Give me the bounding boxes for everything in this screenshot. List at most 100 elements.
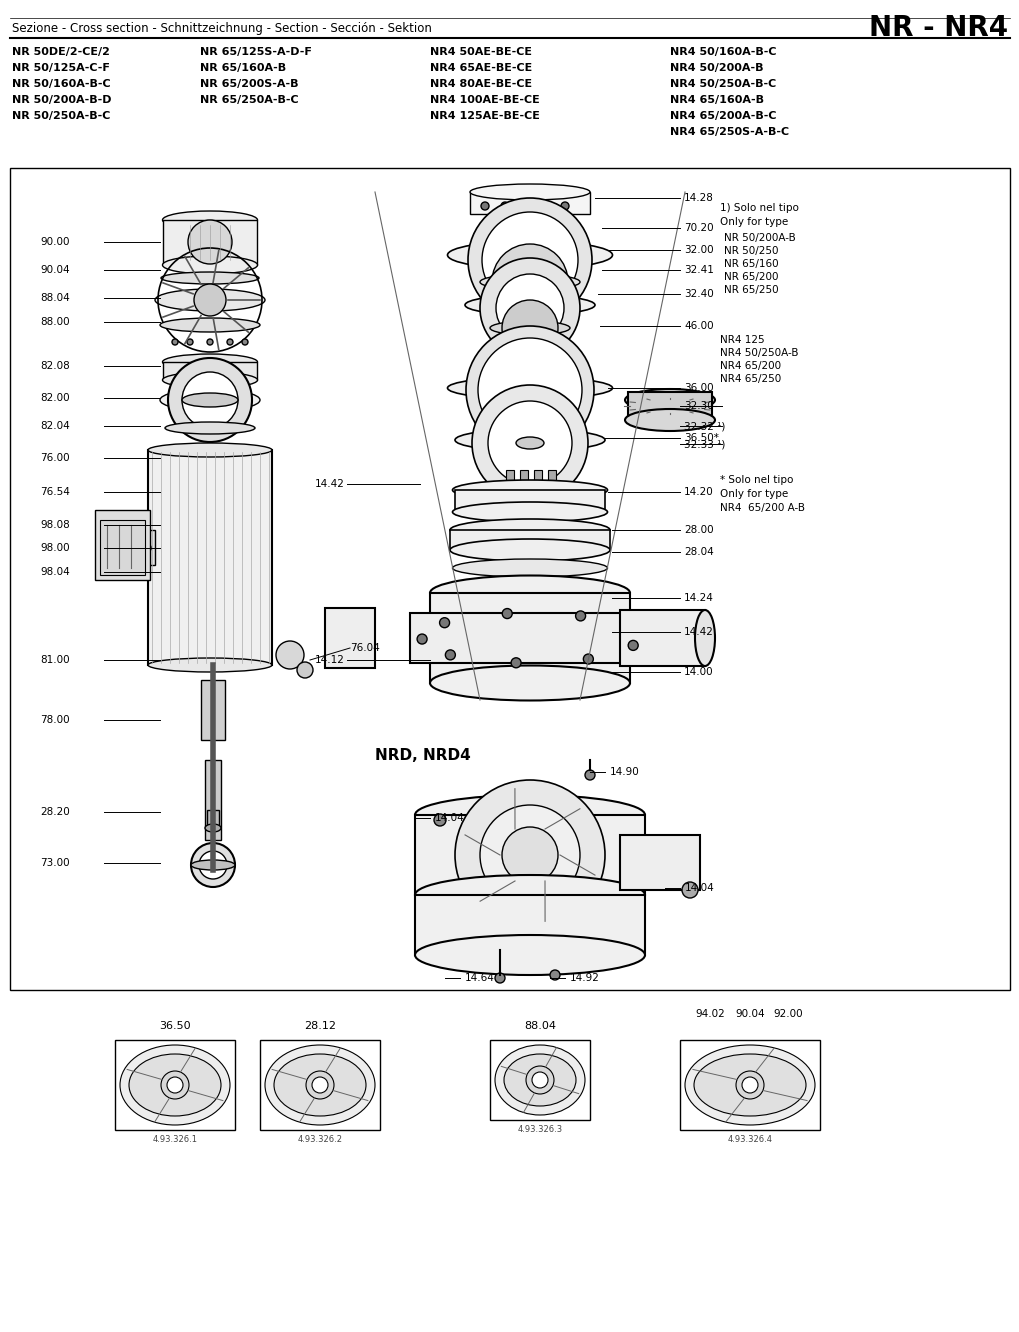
Text: NR4 100AE-BE-CE: NR4 100AE-BE-CE [430,95,539,105]
Text: NR4 65/200: NR4 65/200 [719,361,781,372]
Text: 4.93.326.2: 4.93.326.2 [298,1135,342,1144]
Text: 98.08: 98.08 [40,519,70,530]
Text: NR 65/160A-B: NR 65/160A-B [200,63,286,73]
Ellipse shape [503,1054,576,1106]
Ellipse shape [415,935,644,975]
Ellipse shape [120,1046,229,1126]
Text: 36.00: 36.00 [684,384,713,393]
Text: NR - NR4: NR - NR4 [868,15,1007,43]
Text: NR 50/250A-B-C: NR 50/250A-B-C [12,111,110,121]
Bar [115,1040,234,1130]
Circle shape [297,662,313,678]
Bar [449,530,609,550]
Text: NR 65/200: NR 65/200 [723,272,777,282]
Circle shape [306,1071,333,1099]
Circle shape [560,585,571,594]
Circle shape [736,1071,763,1099]
Ellipse shape [494,1046,585,1115]
Bar [534,470,541,545]
Bar [100,519,145,575]
Bar [260,1040,380,1130]
Circle shape [494,972,504,983]
Ellipse shape [449,519,609,541]
Circle shape [540,226,548,234]
Text: NR4 65/200A-B-C: NR4 65/200A-B-C [669,111,775,121]
Ellipse shape [148,658,272,673]
Text: 32.32 ¹): 32.32 ¹) [684,421,725,432]
Text: 4.93.326.4: 4.93.326.4 [727,1135,771,1144]
Ellipse shape [274,1054,366,1116]
Ellipse shape [480,274,580,290]
Text: 32.30: 32.30 [684,401,713,412]
Text: NR 65/250A-B-C: NR 65/250A-B-C [200,95,299,105]
Text: NR4 125AE-BE-CE: NR4 125AE-BE-CE [430,111,539,121]
Circle shape [478,338,582,442]
Ellipse shape [516,437,543,449]
Ellipse shape [162,210,257,229]
Text: Only for type: Only for type [719,489,788,500]
Circle shape [481,202,488,210]
Bar [505,470,514,545]
Circle shape [521,202,529,210]
Text: 88.04: 88.04 [40,293,70,302]
Circle shape [495,274,564,342]
Circle shape [452,595,463,605]
Text: NR 65/125S-A-D-F: NR 65/125S-A-D-F [200,47,312,57]
Circle shape [242,340,248,345]
Text: NR4 65AE-BE-CE: NR4 65AE-BE-CE [430,63,532,73]
Text: 14.20: 14.20 [684,488,713,497]
Bar [454,490,604,511]
Text: 1) Solo nel tipo: 1) Solo nel tipo [719,202,798,213]
Ellipse shape [162,354,257,370]
Circle shape [199,851,227,879]
Text: * Solo nel tipo: * Solo nel tipo [719,476,793,485]
Ellipse shape [128,1054,221,1116]
Text: NR 50/200A-B-D: NR 50/200A-B-D [12,95,111,105]
Bar [207,810,219,829]
Circle shape [312,1078,328,1094]
Text: 28.12: 28.12 [304,1022,335,1031]
Text: 82.00: 82.00 [41,393,70,404]
Ellipse shape [415,875,644,915]
Text: 73.00: 73.00 [41,858,70,868]
Circle shape [583,654,593,665]
Circle shape [549,970,559,980]
Ellipse shape [685,1046,814,1126]
Circle shape [276,641,304,669]
Ellipse shape [162,372,257,388]
Circle shape [501,827,557,883]
Circle shape [488,605,498,615]
Text: 32.00: 32.00 [684,245,713,254]
Text: 76.00: 76.00 [41,453,70,464]
Text: 82.08: 82.08 [40,361,70,372]
Text: 14.04: 14.04 [434,813,465,823]
Circle shape [439,618,449,627]
Bar [547,470,555,545]
Text: NR 50/160A-B-C: NR 50/160A-B-C [12,79,110,89]
Ellipse shape [470,184,589,200]
Text: Only for type: Only for type [719,217,788,226]
Bar [135,530,155,565]
Bar [430,593,630,683]
Text: 14.04: 14.04 [685,883,714,892]
Text: 92.00: 92.00 [772,1010,802,1019]
Ellipse shape [165,422,255,434]
Ellipse shape [205,825,221,832]
Bar [163,362,257,380]
Circle shape [186,340,193,345]
Text: 14.64: 14.64 [465,972,494,983]
Ellipse shape [430,666,630,701]
Bar [415,895,644,955]
Bar [205,761,221,840]
Circle shape [511,658,521,667]
Circle shape [487,401,572,485]
Bar [620,610,704,666]
Circle shape [482,212,578,308]
Circle shape [168,358,252,442]
Text: 98.04: 98.04 [40,567,70,577]
Bar [201,681,225,741]
Ellipse shape [454,429,604,452]
Bar [415,815,644,895]
Ellipse shape [625,389,714,412]
Ellipse shape [265,1046,375,1126]
